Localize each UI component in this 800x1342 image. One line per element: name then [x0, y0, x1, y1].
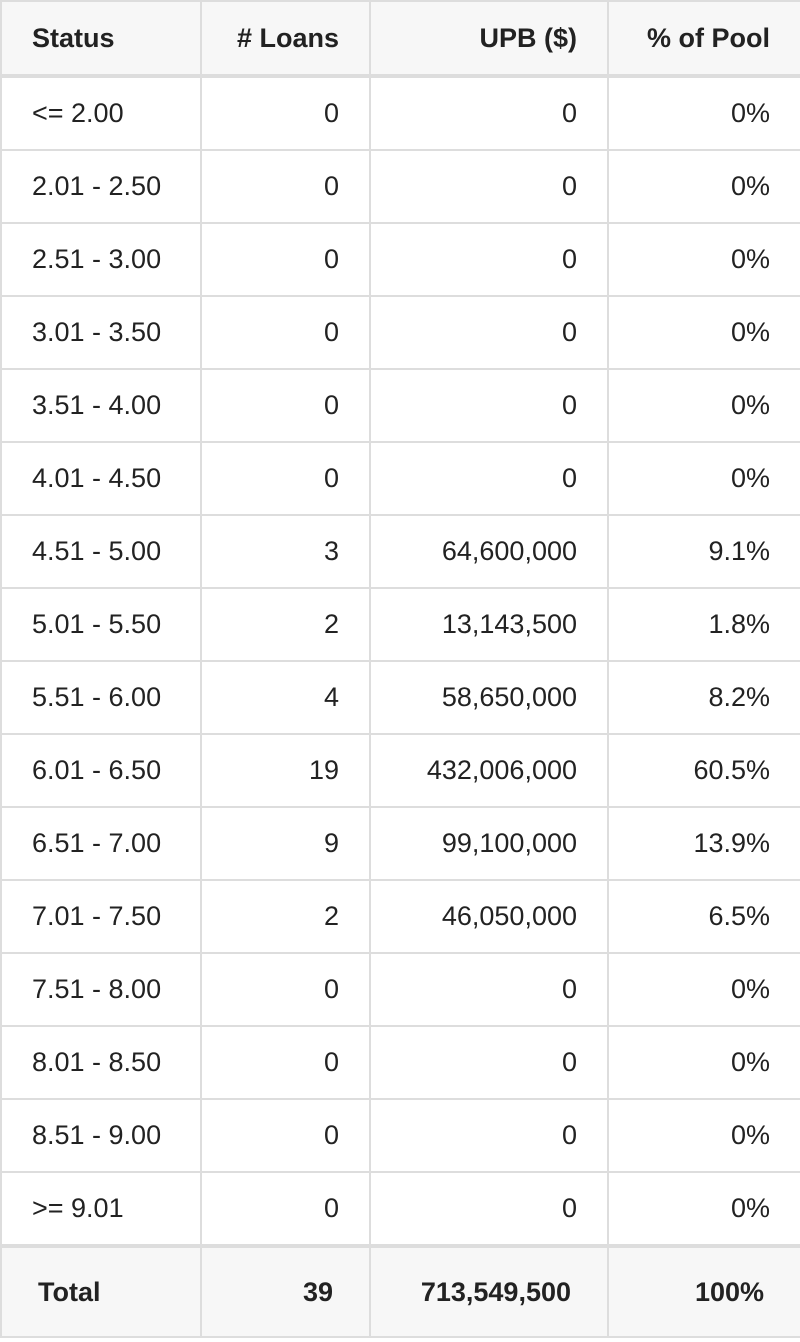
header-status: Status [0, 0, 202, 78]
cell-upb: 432,006,000 [369, 733, 609, 808]
cell-loans: 0 [200, 441, 371, 516]
cell-upb: 0 [369, 75, 609, 151]
table-row: <= 2.00 0 0 0% [0, 75, 800, 151]
total-pct-pool: 100% [607, 1244, 800, 1338]
cell-pct-pool: 0% [607, 1025, 800, 1100]
table-row: 5.51 - 6.00 4 58,650,000 8.2% [0, 660, 800, 735]
table-row: 4.51 - 5.00 3 64,600,000 9.1% [0, 514, 800, 589]
cell-status: 2.01 - 2.50 [0, 149, 202, 224]
table-row: 7.51 - 8.00 0 0 0% [0, 952, 800, 1027]
table-row: 4.01 - 4.50 0 0 0% [0, 441, 800, 516]
cell-upb: 64,600,000 [369, 514, 609, 589]
cell-pct-pool: 60.5% [607, 733, 800, 808]
cell-status: 8.01 - 8.50 [0, 1025, 202, 1100]
cell-status: 3.51 - 4.00 [0, 368, 202, 443]
cell-status: 8.51 - 9.00 [0, 1098, 202, 1173]
cell-loans: 0 [200, 1171, 371, 1247]
cell-loans: 9 [200, 806, 371, 881]
cell-pct-pool: 0% [607, 295, 800, 370]
cell-upb: 13,143,500 [369, 587, 609, 662]
cell-status: <= 2.00 [0, 75, 202, 151]
cell-loans: 4 [200, 660, 371, 735]
cell-pct-pool: 13.9% [607, 806, 800, 881]
cell-loans: 0 [200, 149, 371, 224]
cell-pct-pool: 0% [607, 441, 800, 516]
cell-pct-pool: 0% [607, 1098, 800, 1173]
table-row: 8.51 - 9.00 0 0 0% [0, 1098, 800, 1173]
cell-loans: 0 [200, 1025, 371, 1100]
cell-loans: 2 [200, 879, 371, 954]
cell-pct-pool: 8.2% [607, 660, 800, 735]
cell-status: 3.01 - 3.50 [0, 295, 202, 370]
cell-pct-pool: 6.5% [607, 879, 800, 954]
table-row: 3.51 - 4.00 0 0 0% [0, 368, 800, 443]
cell-pct-pool: 0% [607, 952, 800, 1027]
table-row: 6.51 - 7.00 9 99,100,000 13.9% [0, 806, 800, 881]
header-upb: UPB ($) [369, 0, 609, 78]
cell-loans: 3 [200, 514, 371, 589]
table-row: 5.01 - 5.50 2 13,143,500 1.8% [0, 587, 800, 662]
cell-upb: 0 [369, 149, 609, 224]
table-header: Status # Loans UPB ($) % of Pool [0, 0, 800, 78]
cell-pct-pool: 0% [607, 75, 800, 151]
table-body: <= 2.00 0 0 0% 2.01 - 2.50 0 0 0% 2.51 - 3.00 0… [0, 75, 800, 1247]
cell-pct-pool: 9.1% [607, 514, 800, 589]
cell-pct-pool: 0% [607, 1171, 800, 1247]
cell-status: 2.51 - 3.00 [0, 222, 202, 297]
cell-status: 5.01 - 5.50 [0, 587, 202, 662]
total-loans: 39 [200, 1244, 371, 1338]
cell-pct-pool: 0% [607, 222, 800, 297]
table-row: 3.01 - 3.50 0 0 0% [0, 295, 800, 370]
cell-upb: 0 [369, 1171, 609, 1247]
cell-upb: 0 [369, 1025, 609, 1100]
cell-upb: 0 [369, 295, 609, 370]
cell-loans: 0 [200, 295, 371, 370]
cell-upb: 0 [369, 441, 609, 516]
total-label: Total [0, 1244, 202, 1338]
cell-status: 6.51 - 7.00 [0, 806, 202, 881]
cell-loans: 0 [200, 222, 371, 297]
cell-status: 6.01 - 6.50 [0, 733, 202, 808]
cell-upb: 0 [369, 368, 609, 443]
table-row: 2.01 - 2.50 0 0 0% [0, 149, 800, 224]
table-row: 8.01 - 8.50 0 0 0% [0, 1025, 800, 1100]
cell-loans: 19 [200, 733, 371, 808]
cell-upb: 58,650,000 [369, 660, 609, 735]
table-row: 6.01 - 6.50 19 432,006,000 60.5% [0, 733, 800, 808]
cell-status: >= 9.01 [0, 1171, 202, 1247]
cell-upb: 0 [369, 952, 609, 1027]
cell-upb: 0 [369, 222, 609, 297]
cell-pct-pool: 0% [607, 149, 800, 224]
cell-loans: 0 [200, 1098, 371, 1173]
cell-upb: 46,050,000 [369, 879, 609, 954]
cell-pct-pool: 1.8% [607, 587, 800, 662]
header-loans: # Loans [200, 0, 371, 78]
cell-loans: 0 [200, 75, 371, 151]
table-row: 2.51 - 3.00 0 0 0% [0, 222, 800, 297]
cell-upb: 99,100,000 [369, 806, 609, 881]
total-upb: 713,549,500 [369, 1244, 609, 1338]
cell-status: 7.01 - 7.50 [0, 879, 202, 954]
cell-status: 7.51 - 8.00 [0, 952, 202, 1027]
cell-status: 5.51 - 6.00 [0, 660, 202, 735]
cell-loans: 2 [200, 587, 371, 662]
table-row: 7.01 - 7.50 2 46,050,000 6.5% [0, 879, 800, 954]
cell-loans: 0 [200, 368, 371, 443]
table-footer: Total 39 713,549,500 100% [0, 1244, 800, 1338]
cell-loans: 0 [200, 952, 371, 1027]
cell-upb: 0 [369, 1098, 609, 1173]
cell-status: 4.51 - 5.00 [0, 514, 202, 589]
total-row: Total 39 713,549,500 100% [0, 1244, 800, 1338]
cell-status: 4.01 - 4.50 [0, 441, 202, 516]
header-pct-pool: % of Pool [607, 0, 800, 78]
header-row: Status # Loans UPB ($) % of Pool [0, 0, 800, 78]
table-row: >= 9.01 0 0 0% [0, 1171, 800, 1247]
cell-pct-pool: 0% [607, 368, 800, 443]
